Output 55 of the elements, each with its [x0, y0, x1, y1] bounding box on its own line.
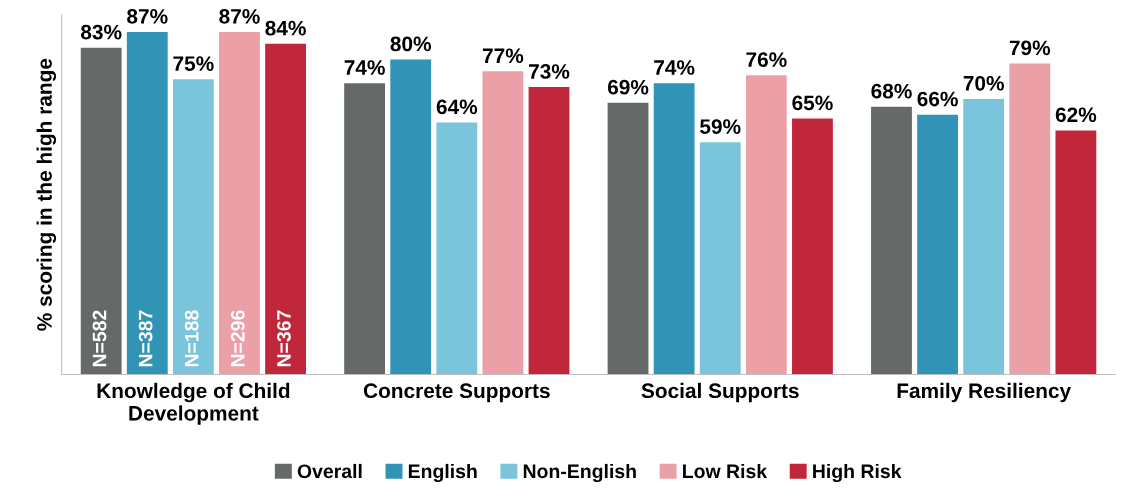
data-label: 77%: [482, 48, 524, 64]
x-tick-label: Knowledge of Child Development: [97, 382, 290, 425]
bar: [1055, 130, 1097, 375]
annotation: N=387: [138, 310, 153, 367]
bar: [172, 79, 214, 375]
legend-label: Non-English: [523, 463, 636, 483]
data-label: 87%: [219, 8, 260, 24]
x-tick-label: Concrete Supports: [363, 383, 550, 403]
bar: [126, 32, 168, 375]
data-label: 62%: [1055, 107, 1097, 123]
bar: [699, 142, 741, 375]
data-label: 84%: [265, 20, 306, 36]
data-label: 79%: [1009, 40, 1051, 56]
bar: [436, 122, 478, 375]
data-label: 64%: [436, 99, 478, 115]
bar: [963, 98, 1005, 375]
data-label: 87%: [127, 8, 168, 24]
annotation: N=367: [277, 310, 291, 367]
x-tick-label: Social Supports: [641, 382, 799, 403]
bar: [265, 43, 306, 375]
bar: [917, 114, 958, 375]
legend-label: Low Risk: [683, 463, 768, 479]
bar: [528, 87, 570, 375]
data-label: 73%: [529, 64, 570, 79]
data-label: 70%: [963, 75, 1004, 91]
data-label: 80%: [390, 36, 432, 52]
data-label: 76%: [746, 52, 787, 68]
legend-label: High Risk: [813, 463, 902, 483]
bar: [219, 32, 260, 375]
data-label: 74%: [654, 60, 695, 75]
bar: [653, 83, 695, 375]
data-label: 69%: [607, 79, 649, 95]
bar: [482, 71, 524, 375]
bar: [344, 83, 386, 375]
annotation: N=296: [230, 310, 245, 367]
bar: [745, 75, 787, 375]
y-axis-title: % scoring in the high range: [36, 58, 57, 331]
legend-label: English: [408, 463, 477, 483]
bar: [80, 47, 122, 375]
legend-label: Overall: [297, 463, 362, 479]
data-label: 74%: [344, 60, 385, 75]
data-label: 75%: [173, 56, 214, 71]
data-label: 66%: [917, 91, 958, 107]
bar: [390, 59, 432, 375]
bar: [871, 106, 912, 375]
data-label: 59%: [700, 119, 741, 134]
bar: [607, 102, 649, 375]
annotation: N=582: [92, 310, 107, 367]
annotation: N=188: [184, 310, 199, 367]
data-label: 68%: [871, 83, 912, 99]
data-label: 83%: [80, 24, 122, 40]
data-label: 65%: [792, 95, 833, 111]
bar: [1009, 63, 1051, 375]
bar: [792, 118, 833, 375]
x-tick-label: Family Resiliency: [897, 382, 1071, 403]
